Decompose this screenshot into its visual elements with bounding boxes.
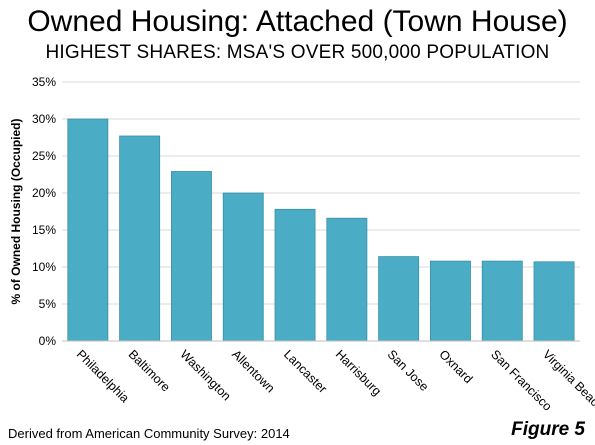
bar-san-jose [378,256,420,342]
y-tick-label: 0% [39,334,57,348]
bar-oxnard [429,260,471,342]
y-axis-label: % of Owned Housing (Occupied) [9,118,23,304]
x-category-label: San Jose [385,347,432,394]
x-category-label: Philadelphia [74,347,132,405]
bar-washington [170,171,212,342]
bar-philadelphia [67,118,109,342]
bar-harrisburg [326,217,368,342]
x-category-label: Baltimore [126,347,173,394]
x-category-label: Harrisburg [333,347,384,398]
y-tick-label: 30% [32,112,56,126]
bar-virginia-beach [533,261,575,342]
y-tick-label: 5% [39,297,57,311]
bars [67,118,575,342]
y-tick-label: 35% [32,75,56,89]
y-tick-label: 20% [32,186,56,200]
bar-san-francisco [481,260,523,342]
y-tick-label: 15% [32,223,56,237]
bar-lancaster [274,208,316,342]
bar-baltimore [119,135,161,342]
y-axis-ticks: 0% 5% 10% 15% 20% 25% 30% 35% [32,75,56,348]
x-category-label: Washington [177,347,233,403]
y-tick-label: 10% [32,260,56,274]
chart-subtitle: HIGHEST SHARES: MSA'S OVER 500,000 POPUL… [45,42,550,63]
chart-title: Owned Housing: Attached (Town House) [27,5,568,38]
x-category-label: Lancaster [281,347,330,396]
figure-label: Figure 5 [511,419,585,440]
source-note: Derived from American Community Survey: … [8,426,290,441]
bar-allentown [222,192,264,342]
y-tick-label: 25% [32,149,56,163]
x-category-label: Oxnard [436,347,475,386]
x-category-label: Allentown [229,347,277,395]
